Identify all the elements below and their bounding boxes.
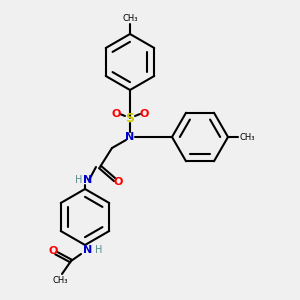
- Text: O: O: [48, 246, 58, 256]
- Text: O: O: [113, 177, 123, 187]
- Text: CH₃: CH₃: [122, 14, 138, 23]
- Text: N: N: [83, 175, 93, 185]
- Text: CH₃: CH₃: [240, 133, 256, 142]
- Text: O: O: [111, 109, 121, 119]
- Text: H: H: [95, 245, 102, 255]
- Text: O: O: [139, 109, 149, 119]
- Text: CH₃: CH₃: [52, 276, 68, 285]
- Text: N: N: [125, 132, 135, 142]
- Text: S: S: [125, 112, 134, 124]
- Text: N: N: [83, 245, 93, 255]
- Text: H: H: [75, 175, 82, 185]
- FancyBboxPatch shape: [122, 112, 138, 124]
